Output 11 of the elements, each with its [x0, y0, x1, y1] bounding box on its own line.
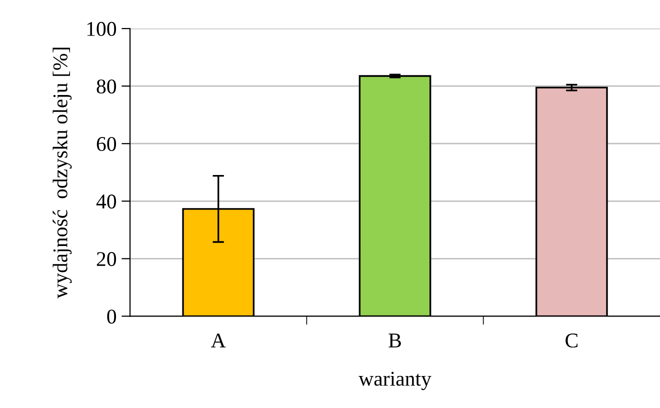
y-tick-label: 60 [96, 136, 116, 152]
x-tick-label: C [566, 334, 578, 348]
y-axis-title: wydajność odzysku oleju [%] [52, 48, 72, 298]
x-axis-title: warianty [358, 372, 432, 390]
x-tick-label: B [388, 334, 401, 348]
y-tick-label: 40 [96, 194, 116, 209]
x-tick-label: A [211, 334, 226, 348]
y-tick-label: 0 [107, 310, 116, 324]
y-tick-label: 80 [96, 79, 116, 94]
y-tick-label: 100 [87, 22, 116, 36]
y-tick-label: 20 [96, 252, 116, 266]
